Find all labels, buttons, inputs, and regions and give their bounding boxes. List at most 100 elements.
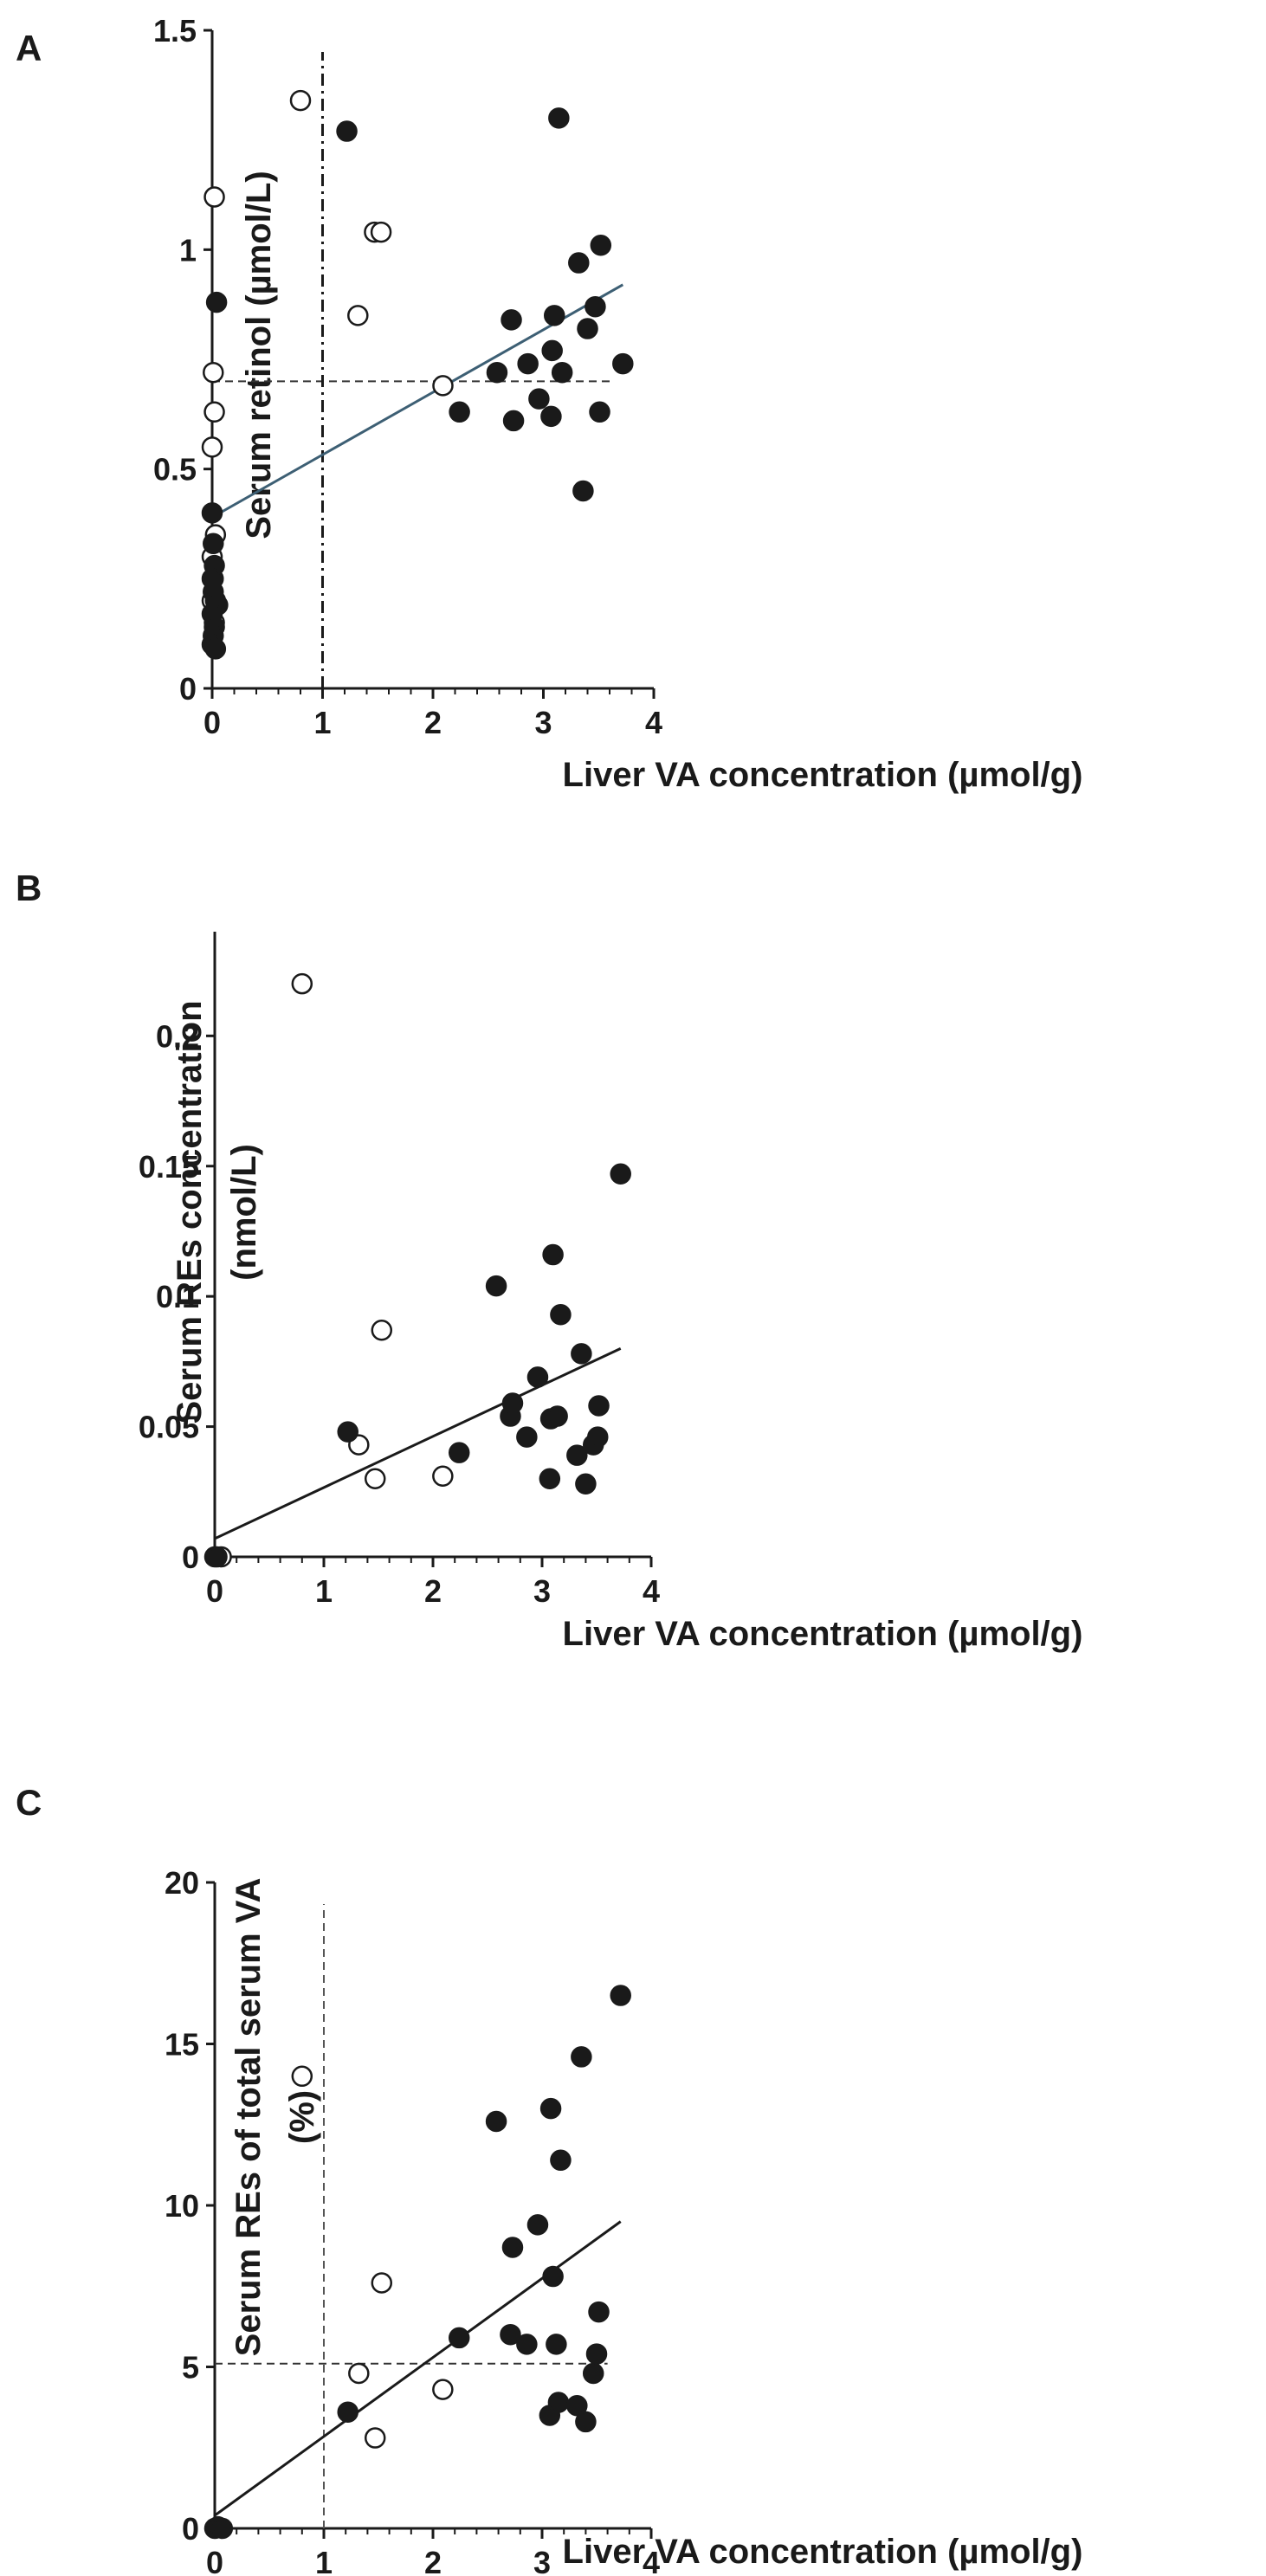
panel-b: B Liver VA concentration (µmol/g) Serum … [16,868,1082,1653]
panel-c-filled-point [582,2362,604,2385]
panel-a-filled-point [517,352,539,375]
panel-a-filled-point [540,405,562,428]
panel-c-filled-point [516,2334,538,2355]
panel-c-y-axis-title-line-1: Serum REs of total serum VA [229,1878,268,2357]
panel-a-filled-point [205,291,228,313]
panel-c-trendline [214,2220,622,2517]
panel-c-x-axis-title: Liver VA concentration (µmol/g) [563,2533,1083,2571]
panel-c-filled-point [550,2149,572,2172]
panel-a-open-point [289,89,312,112]
panel-a-filled-point [572,480,594,502]
panel-a-y-axis-title: Serum retinol (µmol/L) [240,171,278,539]
panel-c-open-point [371,2272,393,2294]
panel-c-y-tick-label: 5 [182,2350,199,2386]
panel-c-filled-point [211,2517,234,2540]
panel-a-plot: 0 0.5 1 1.5 0 1 2 3 4 [153,13,662,740]
panel-b-y-tick-label: 0 [182,1540,199,1575]
panel-c-filled-point [485,2110,507,2133]
panel-a-y-tick-label: 1 [179,232,197,268]
panel-b-filled-point [516,1426,538,1448]
panel-c-filled-point [610,1985,631,2006]
panel-c-open-point [291,2065,313,2088]
panel-c-filled-point [542,2265,564,2288]
panel-a-letter: A [16,28,42,68]
panel-b-y-axis-title-line-2: (nmol/L) [225,1144,263,1281]
panel-b-filled-point [550,1303,572,1326]
panel-a-filled-point [548,107,570,129]
panel-a-y-tick-label: 0 [179,671,197,707]
panel-b-filled-point [526,1366,549,1388]
panel-c-filled-point [571,2046,592,2068]
panel-b-filled-point [588,1395,610,1417]
panel-b-x-tick-label: 1 [315,1573,333,1609]
panel-b-open-point [364,1468,386,1489]
panel-a-open-point [203,361,224,384]
panel-a-filled-point [551,361,573,384]
panel-b-y-tick-label: 0.05 [139,1410,199,1445]
panel-c-filled-point [526,2214,549,2236]
panel-c-letter: C [16,1782,42,1823]
panel-c-open-point [348,2362,370,2385]
panel-a-x-tick-label: 4 [645,705,662,740]
panel-c-open-point [364,2427,386,2449]
panel-a-y-tick-label: 1.5 [153,13,197,48]
panel-c-filled-point [575,2411,597,2433]
panel-a-filled-point [336,120,358,142]
panel-c-x-tick-label: 3 [533,2545,551,2576]
panel-a-filled-point [502,410,525,432]
panel-a-x-tick-label: 3 [534,705,552,740]
panel-a-x-tick-label: 1 [313,705,331,740]
panel-a-filled-point [585,295,606,318]
panel-b-y-tick-label: 0.2 [156,1018,199,1054]
panel-a-open-point [203,401,225,423]
panel-b-y-axis-title-line-1: Serum REs concentration [171,1000,209,1424]
panel-b-letter: B [16,868,42,908]
panel-c-x-tick-label: 4 [643,2545,660,2576]
panel-b-trendline [214,1346,622,1540]
panel-a-filled-point [204,638,227,660]
panel-a-filled-point [577,318,598,339]
panel-c-filled-point [585,2343,608,2365]
panel-b-plot: 0 0.05 0.1 0.15 0.2 0 1 2 3 4 [139,932,660,1609]
panel-b-x-tick-label: 3 [533,1573,551,1609]
panel-a-filled-point [589,401,610,423]
panel-b-filled-point [485,1275,507,1297]
panel-a: A Liver VA concentration (µmol/g) Serum … [16,28,1082,794]
panel-a-filled-point [590,235,612,256]
panel-b-y-tick-label: 0.1 [156,1279,199,1314]
panel-c: C Liver VA concentration (µmol/g) Serum … [16,1782,1082,2571]
panel-c-x-tick-label: 2 [424,2545,442,2576]
panel-a-open-point [203,186,225,208]
panel-a-filled-point [544,305,565,326]
panel-c-y-tick-label: 0 [182,2511,199,2547]
panel-b-y-axis-title: Serum REs concentration (nmol/L) [171,1000,263,1424]
panel-c-filled-point [547,2392,570,2413]
panel-a-filled-point [486,361,508,384]
panel-b-x-tick-label: 2 [424,1573,442,1609]
panel-a-filled-point [449,401,470,423]
panel-b-filled-point [546,1405,568,1427]
panel-b-x-tick-label: 0 [206,1573,223,1609]
panel-c-plot: 0 5 10 15 20 0 1 2 3 4 [165,1865,660,2576]
panel-b-filled-point [542,1243,564,1266]
panel-b-filled-point [337,1421,358,1443]
panel-b-filled-point [610,1163,631,1185]
panel-c-y-tick-label: 20 [165,1865,199,1901]
panel-c-filled-point [588,2301,610,2323]
panel-c-y-tick-label: 10 [165,2188,199,2224]
panel-b-open-point [432,1465,454,1487]
panel-a-filled-point [612,352,634,375]
panel-c-filled-point [539,2097,562,2120]
panel-a-x-tick-label: 0 [203,705,221,740]
panel-a-filled-point [201,502,223,524]
panel-a-filled-point [501,309,522,331]
panel-c-open-point [432,2379,454,2400]
panel-b-filled-point [448,1442,470,1463]
panel-c-filled-point [546,2334,567,2355]
panel-c-filled-point [500,2323,521,2346]
panel-b-open-point [291,972,313,995]
panel-a-open-point [432,375,454,397]
panel-a-open-point [201,436,223,458]
panel-a-x-axis-title: Liver VA concentration (µmol/g) [563,756,1083,794]
